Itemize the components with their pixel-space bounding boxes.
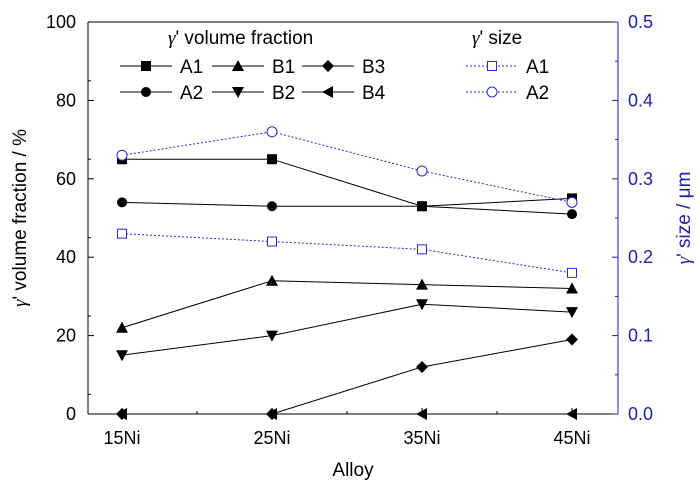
- legend-marker-b4-left: [322, 86, 333, 98]
- series-line-a2-left: [121, 201, 573, 215]
- legend-label-b3-left: B3: [362, 57, 385, 78]
- y-tick-label-left: 0: [66, 404, 76, 424]
- y-tick-label-right: 0.3: [628, 169, 653, 189]
- series-line-b2-left: [121, 303, 573, 356]
- legend-label-a2-right: A2: [526, 83, 549, 104]
- data-point-b4-left: [566, 408, 577, 420]
- data-point-b3-left: [566, 333, 578, 346]
- data-point-b4-left: [116, 408, 127, 420]
- data-point-b3-left: [416, 360, 428, 373]
- data-point-b2-left: [566, 307, 578, 319]
- legend-marker-a1-left: [141, 61, 151, 71]
- legend-label-b1-left: B1: [272, 57, 295, 78]
- y-tick-label-right: 0.5: [628, 12, 653, 32]
- y-tick-label-left: 100: [46, 12, 76, 32]
- data-point-a1-right: [567, 267, 577, 278]
- legend-header-size: γ' size: [472, 28, 522, 49]
- legend-marker-a1-right: [487, 61, 497, 71]
- series-line-a2-right: [121, 131, 573, 203]
- data-point-a2-right: [416, 165, 428, 177]
- y-tick-label-left: 80: [56, 90, 76, 110]
- legend-header-volume-fraction: γ' volume fraction: [168, 28, 313, 49]
- y-tick-label-left: 20: [56, 326, 76, 346]
- y-axis-title-left: γ' volume fraction / %: [10, 129, 31, 307]
- data-point-b1-left: [566, 282, 578, 294]
- data-point-b4-left: [266, 408, 277, 420]
- legend-marker-b1-left: [232, 60, 244, 71]
- legend-label-a1-right: A1: [526, 57, 549, 78]
- data-point-b4-left: [416, 408, 427, 420]
- y-tick-label-right: 0.0: [628, 404, 653, 424]
- series-line-b3-left: [122, 339, 573, 415]
- series-line-a1-right: [121, 233, 573, 274]
- data-point-a2-right: [566, 196, 578, 208]
- x-tick-label: 35Ni: [403, 428, 440, 448]
- y-tick-label-right: 0.2: [628, 247, 653, 267]
- legend-label-a2-left: A2: [180, 83, 203, 104]
- y-tick-label-right: 0.1: [628, 326, 653, 346]
- data-point-a1-right: [267, 236, 277, 247]
- legend-label-b2-left: B2: [272, 83, 295, 104]
- data-point-a2-right: [266, 126, 278, 138]
- legend-marker-b3-left: [322, 60, 334, 72]
- x-tick-label: 15Ni: [103, 428, 140, 448]
- x-axis-title: Alloy: [332, 460, 374, 481]
- y-axis-title-right: γ' size / μm: [674, 172, 695, 265]
- series-line-b1-left: [121, 280, 573, 329]
- data-point-b2-left: [116, 350, 128, 362]
- data-point-a2-right: [116, 149, 128, 161]
- data-point-a2-left: [117, 197, 127, 208]
- y-tick-label-left: 60: [56, 169, 76, 189]
- data-point-a2-left: [417, 201, 427, 212]
- data-point-a1-right: [417, 244, 427, 255]
- legend-label-b4-left: B4: [362, 83, 386, 104]
- legend-marker-a2-right: [486, 86, 498, 98]
- legend-label-a1-left: A1: [180, 57, 203, 78]
- series-line-a1-left: [122, 158, 573, 207]
- data-point-a1-left: [267, 154, 277, 165]
- data-point-a2-left: [567, 209, 577, 220]
- legend-marker-b2-left: [232, 87, 244, 98]
- x-tick-label: 45Ni: [553, 428, 590, 448]
- data-point-b1-left: [416, 278, 428, 290]
- data-point-a1-right: [117, 228, 127, 239]
- y-tick-label-right: 0.4: [628, 90, 653, 110]
- data-point-b1-left: [266, 274, 278, 286]
- legend-marker-a2-left: [141, 87, 151, 97]
- data-point-b2-left: [416, 299, 428, 311]
- data-point-a2-left: [267, 201, 277, 212]
- data-point-b2-left: [266, 330, 278, 342]
- y-tick-label-left: 40: [56, 247, 76, 267]
- data-point-b1-left: [116, 321, 128, 333]
- x-tick-label: 25Ni: [253, 428, 290, 448]
